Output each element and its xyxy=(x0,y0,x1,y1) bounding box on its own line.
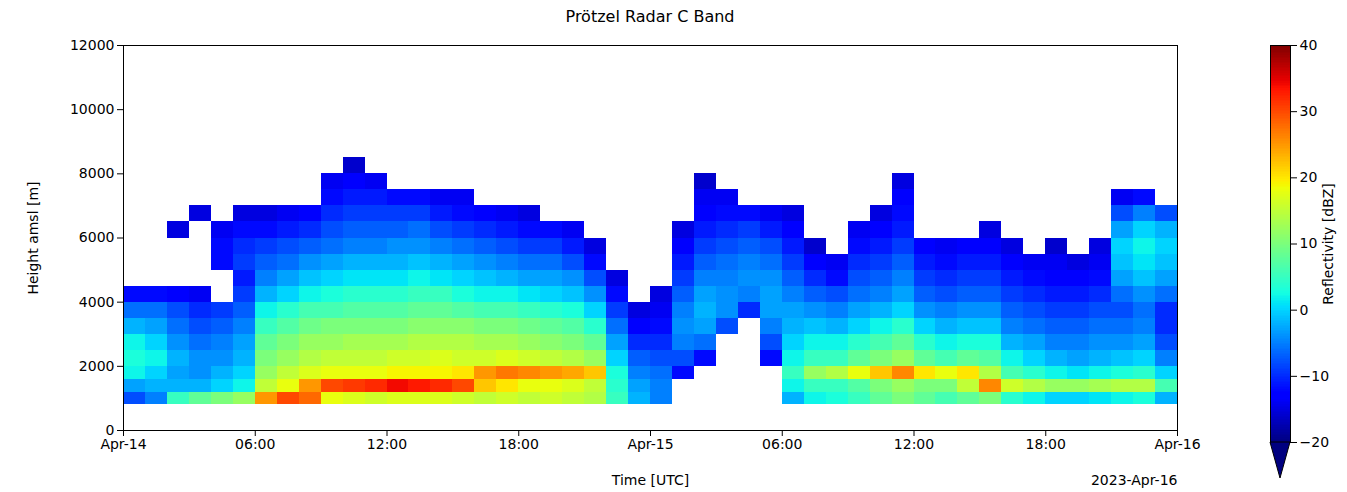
svg-text:−10: −10 xyxy=(1300,368,1330,384)
svg-text:2000: 2000 xyxy=(79,358,115,374)
svg-text:Apr-16: Apr-16 xyxy=(1154,436,1200,452)
svg-text:4000: 4000 xyxy=(79,294,115,310)
svg-text:12:00: 12:00 xyxy=(367,436,407,452)
svg-text:0: 0 xyxy=(105,422,115,438)
svg-text:Reflectivity [dBZ]: Reflectivity [dBZ] xyxy=(1320,183,1336,305)
svg-text:−20: −20 xyxy=(1300,434,1330,450)
svg-text:10: 10 xyxy=(1300,235,1318,251)
svg-text:20: 20 xyxy=(1300,169,1318,185)
svg-text:06:00: 06:00 xyxy=(235,436,275,452)
svg-text:18:00: 18:00 xyxy=(499,436,539,452)
svg-text:2023-Apr-16: 2023-Apr-16 xyxy=(1091,472,1178,488)
svg-text:8000: 8000 xyxy=(79,165,115,181)
svg-text:Apr-14: Apr-14 xyxy=(100,436,146,452)
svg-text:10000: 10000 xyxy=(70,101,115,117)
svg-text:30: 30 xyxy=(1300,103,1318,119)
svg-text:Time [UTC]: Time [UTC] xyxy=(611,472,689,488)
svg-text:Apr-15: Apr-15 xyxy=(627,436,673,452)
svg-text:06:00: 06:00 xyxy=(762,436,802,452)
svg-text:Height amsl [m]: Height amsl [m] xyxy=(25,181,41,294)
svg-text:6000: 6000 xyxy=(79,229,115,245)
svg-text:40: 40 xyxy=(1300,37,1318,53)
html-text:Prötzel Radar C Band: Prötzel Radar C Band xyxy=(565,7,735,26)
svg-text:0: 0 xyxy=(1300,302,1309,318)
svg-text:12000: 12000 xyxy=(70,37,115,53)
svg-text:18:00: 18:00 xyxy=(1026,436,1066,452)
svg-text:12:00: 12:00 xyxy=(894,436,934,452)
